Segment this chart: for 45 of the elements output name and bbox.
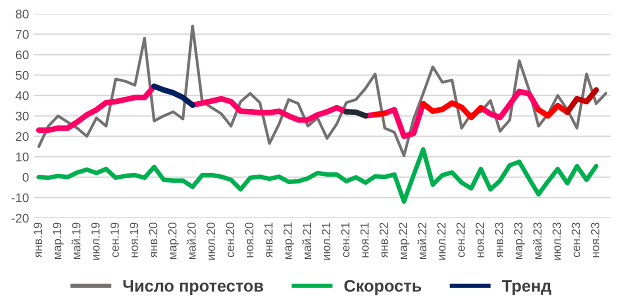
line-series xyxy=(36,147,598,204)
x-tick-label: ноя.22 xyxy=(476,222,484,258)
y-tick-label: 20 xyxy=(16,132,29,141)
x-tick-label: мар.20 xyxy=(168,222,179,259)
x-tick-label: сен.21 xyxy=(341,222,350,258)
x-tick-label: ноя.21 xyxy=(360,222,369,258)
y-tick-label: 70 xyxy=(16,30,29,39)
x-tick-label: ноя.23 xyxy=(590,222,600,258)
y-tick-label: 0 xyxy=(22,172,29,182)
x-tick-label: июл.19 xyxy=(91,222,100,260)
x-tick-label: ноя.20 xyxy=(245,222,254,258)
x-tick-label: сен.20 xyxy=(226,222,234,258)
x-tick-label: янв.20 xyxy=(148,222,158,258)
x-tick-label: мар.22 xyxy=(398,222,410,259)
x-tick-label: июл.20 xyxy=(206,222,215,260)
x-tick-label: май.21 xyxy=(302,222,312,260)
x-tick-label: май.23 xyxy=(532,222,542,260)
y-tick-label: 60 xyxy=(16,50,29,60)
y-tick-label: 80 xyxy=(16,10,29,18)
y-tick-label: 30 xyxy=(16,112,29,121)
x-tick-label: май.19 xyxy=(72,222,80,260)
x-tick-label: мар.21 xyxy=(283,222,294,259)
x-tick-label: янв.21 xyxy=(264,222,272,258)
legend-label: Тренд xyxy=(502,280,552,296)
y-tick-label: 50 xyxy=(16,70,29,80)
x-tick-label: май.22 xyxy=(417,222,426,260)
y-tick-label: -10 xyxy=(12,193,29,202)
x-tick-label: янв.19 xyxy=(34,222,42,258)
x-tick-label: июл.21 xyxy=(322,222,330,260)
x-tick-label: мар.23 xyxy=(514,222,525,259)
x-tick-label: сен.19 xyxy=(110,222,119,258)
legend-label: Скорость xyxy=(344,280,422,296)
x-tick-label: май.20 xyxy=(186,222,196,260)
x-tick-label: июл.23 xyxy=(552,222,561,260)
x-tick-label: мар.19 xyxy=(52,222,64,259)
y-tick-label: 10 xyxy=(16,152,29,162)
x-tick-label: ноя.19 xyxy=(130,222,138,258)
x-tick-label: янв.23 xyxy=(494,222,504,258)
x-tick-label: сен.22 xyxy=(456,222,465,258)
y-tick-label: 40 xyxy=(16,91,29,100)
x-tick-label: сен.23 xyxy=(572,222,580,258)
legend-label: Число протестов xyxy=(123,280,264,296)
x-tick-label: янв.22 xyxy=(380,222,388,258)
x-tick-label: июл.22 xyxy=(437,222,446,260)
y-tick-label: -20 xyxy=(12,214,29,223)
